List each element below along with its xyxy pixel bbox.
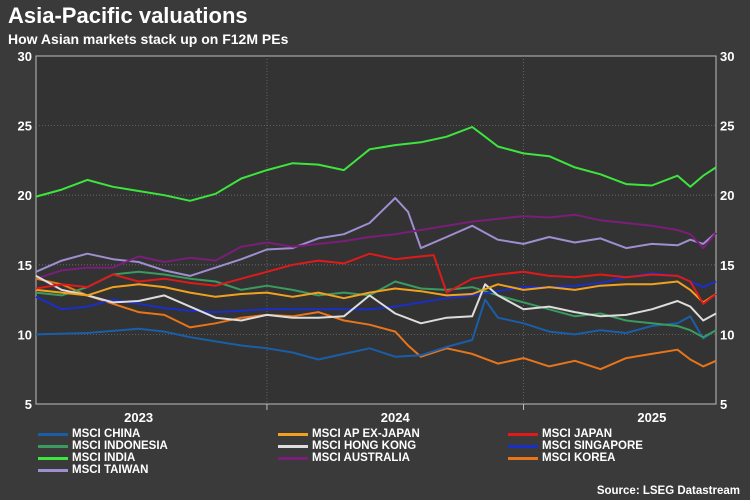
legend-swatch	[508, 432, 538, 436]
x-tick-label: 2024	[381, 410, 411, 425]
source-note: Source: LSEG Datastream	[596, 485, 740, 497]
chart-title: Asia-Pacific valuations	[8, 3, 248, 28]
legend-label: MSCI CHINA	[72, 428, 141, 440]
legend-label: MSCI AUSTRALIA	[312, 452, 410, 464]
legend-label: MSCI INDONESIA	[72, 440, 168, 452]
y-tick-label-left: 10	[18, 327, 32, 342]
y-tick-label-left: 15	[18, 258, 32, 273]
plot-area	[35, 55, 717, 405]
series-line-msci-taiwan	[35, 197, 717, 277]
y-tick-label-left: 20	[18, 188, 32, 203]
legend-label: MSCI JAPAN	[542, 428, 613, 440]
series-line-msci-india	[35, 126, 717, 202]
series-line-msci-ap-ex-japan	[35, 280, 717, 304]
y-tick-label-right: 25	[720, 119, 734, 134]
legend-item-msci-korea: MSCI KOREA	[508, 452, 615, 464]
series-line-msci-korea	[35, 277, 717, 371]
y-tick-label-right: 5	[720, 397, 727, 412]
legend-swatch	[38, 444, 68, 448]
y-tick-label-left: 30	[18, 49, 32, 64]
y-tick-label-left: 25	[18, 119, 32, 134]
legend-swatch	[508, 456, 538, 460]
legend-label: MSCI INDIA	[72, 452, 136, 464]
chart-subtitle: How Asian markets stack up on F12M PEs	[8, 31, 289, 47]
series-line-msci-china	[35, 298, 717, 361]
series-line-msci-australia	[35, 213, 717, 280]
legend-label: MSCI KOREA	[542, 452, 616, 464]
legend-label: MSCI SINGAPORE	[542, 440, 643, 452]
y-tick-label-right: 20	[720, 188, 734, 203]
legend-label: MSCI HONG KONG	[312, 440, 417, 452]
legend-swatch	[278, 432, 308, 436]
legend-item-msci-china: MSCI CHINA	[38, 428, 140, 440]
legend-swatch	[508, 444, 538, 448]
series-line-msci-japan	[35, 252, 717, 305]
x-tick-label: 2023	[124, 410, 153, 425]
series-line-msci-indonesia	[35, 270, 717, 339]
y-tick-label-right: 30	[720, 49, 734, 64]
series-line-msci-hong-kong	[35, 275, 717, 325]
y-tick-label-right: 10	[720, 327, 734, 342]
legend-item-msci-indonesia: MSCI INDONESIA	[38, 440, 168, 452]
legend-item-msci-singapore: MSCI SINGAPORE	[508, 440, 643, 452]
legend: MSCI CHINA MSCI AP EX-JAPAN MSCI JAPAN MSCI…	[38, 428, 738, 480]
y-tick-label-right: 15	[720, 258, 734, 273]
legend-swatch	[278, 456, 308, 460]
y-tick-label-left: 5	[25, 397, 32, 412]
legend-item-msci-india: MSCI INDIA	[38, 452, 135, 464]
legend-swatch	[278, 444, 308, 448]
legend-label: MSCI AP EX-JAPAN	[312, 428, 420, 440]
legend-item-msci-ap-ex-japan: MSCI AP EX-JAPAN	[278, 428, 420, 440]
legend-item-msci-australia: MSCI AUSTRALIA	[278, 452, 410, 464]
legend-swatch	[38, 432, 68, 436]
legend-item-msci-japan: MSCI JAPAN	[508, 428, 612, 440]
legend-item-msci-hong-kong: MSCI HONG KONG	[278, 440, 416, 452]
legend-swatch	[38, 468, 68, 472]
legend-swatch	[38, 456, 68, 460]
legend-item-msci-taiwan: MSCI TAIWAN	[38, 464, 148, 476]
x-tick-label: 2025	[637, 410, 666, 425]
legend-label: MSCI TAIWAN	[72, 464, 149, 476]
